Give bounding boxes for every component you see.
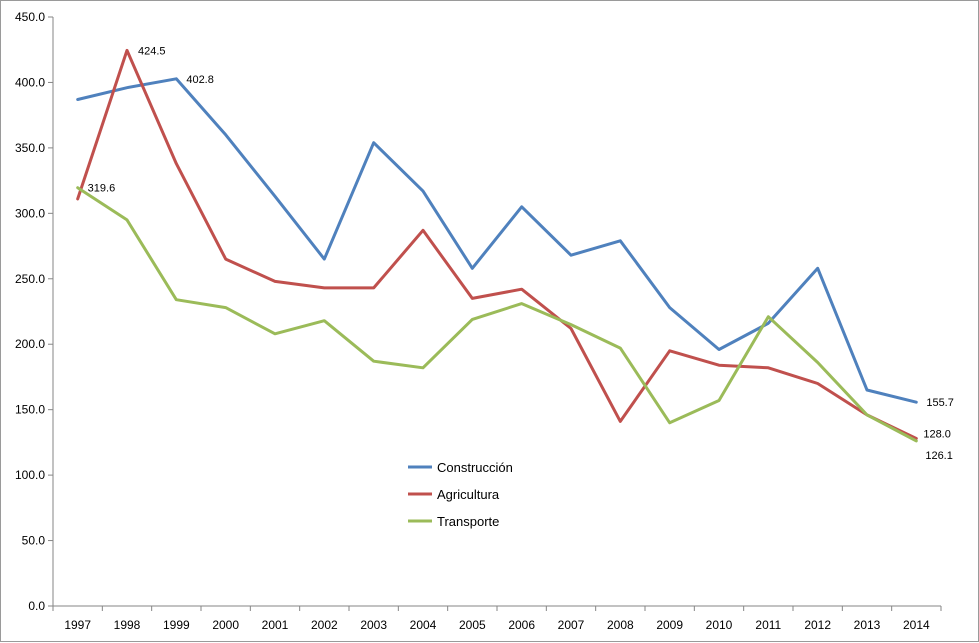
series-line-transporte bbox=[76, 186, 918, 443]
data-label: 319.6 bbox=[88, 183, 116, 195]
x-tick-label: 2007 bbox=[558, 618, 585, 632]
x-tick-label: 1998 bbox=[114, 618, 141, 632]
legend-label: Transporte bbox=[437, 514, 499, 529]
x-tick-label: 2006 bbox=[508, 618, 535, 632]
y-tick-label: 350.0 bbox=[15, 141, 45, 155]
x-tick-label: 2004 bbox=[410, 618, 437, 632]
legend-label: Construcción bbox=[437, 460, 513, 475]
y-tick-label: 0.0 bbox=[28, 599, 45, 613]
y-tick-label: 450.0 bbox=[15, 10, 45, 24]
x-tick-label: 2008 bbox=[607, 618, 634, 632]
y-tick-label: 50.0 bbox=[22, 534, 46, 548]
y-tick-label: 400.0 bbox=[15, 75, 45, 89]
x-tick-label: 2013 bbox=[854, 618, 881, 632]
data-label: 402.8 bbox=[186, 74, 214, 86]
y-tick-label: 300.0 bbox=[15, 206, 45, 220]
x-tick-label: 2009 bbox=[656, 618, 683, 632]
series-line-construcción bbox=[76, 77, 918, 404]
x-tick-label: 2012 bbox=[804, 618, 831, 632]
x-tick-label: 2000 bbox=[212, 618, 239, 632]
data-label: 128.0 bbox=[923, 428, 951, 440]
data-label: 155.7 bbox=[926, 397, 954, 409]
y-tick-label: 150.0 bbox=[15, 403, 45, 417]
data-label: 126.1 bbox=[925, 450, 953, 462]
x-tick-label: 2014 bbox=[903, 618, 930, 632]
x-tick-label: 2001 bbox=[262, 618, 289, 632]
x-tick-label: 2005 bbox=[459, 618, 486, 632]
x-tick-label: 1999 bbox=[163, 618, 190, 632]
x-tick-label: 2002 bbox=[311, 618, 338, 632]
x-tick-label: 2011 bbox=[755, 618, 781, 632]
y-tick-label: 100.0 bbox=[15, 468, 45, 482]
x-tick-label: 1997 bbox=[64, 618, 91, 632]
y-tick-label: 200.0 bbox=[15, 337, 45, 351]
series-line-agricultura bbox=[76, 48, 918, 440]
legend-label: Agricultura bbox=[437, 487, 500, 502]
y-tick-label: 250.0 bbox=[15, 272, 45, 286]
data-label: 424.5 bbox=[138, 45, 166, 57]
x-tick-label: 2010 bbox=[706, 618, 733, 632]
x-tick-label: 2003 bbox=[360, 618, 387, 632]
